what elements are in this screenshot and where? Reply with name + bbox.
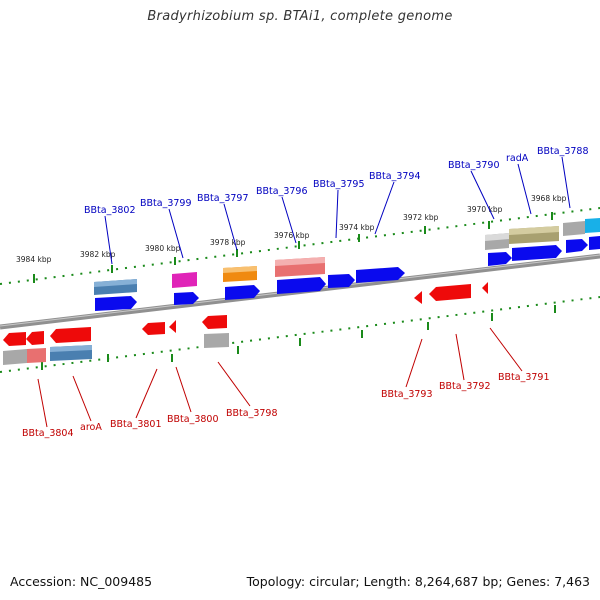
gene-label[interactable]: BBta_3801 [110, 419, 162, 430]
scale-label: 3970 kbp [467, 205, 503, 214]
gene-label[interactable]: BBta_3797 [197, 193, 249, 204]
gene-label[interactable]: BBta_3799 [140, 198, 192, 209]
gene-label[interactable]: BBta_3795 [313, 179, 365, 190]
gene-feature [142, 322, 165, 335]
top-strand-genes [94, 218, 600, 311]
gene-feature [482, 282, 488, 294]
gene-label[interactable]: BBta_3804 [22, 428, 74, 439]
top-connectors [104, 156, 571, 265]
gene-feature [585, 218, 600, 233]
gene-feature [589, 236, 600, 250]
genome-summary-text: Topology: circular; Length: 8,264,687 bp… [246, 574, 590, 589]
gene-label[interactable]: BBta_3796 [256, 186, 308, 197]
scale-label: 3980 kbp [145, 244, 181, 253]
scale-label: 3984 kbp [16, 255, 52, 264]
gene-feature [172, 272, 197, 288]
top-gene-labels: BBta_3802 BBta_3799 BBta_3797 BBta_3796 … [84, 146, 589, 216]
gene-feature [414, 291, 422, 304]
scale-label: 3968 kbp [531, 194, 567, 203]
gene-feature [50, 327, 91, 343]
scale-label: 3972 kbp [403, 213, 439, 222]
gene-feature [429, 284, 471, 301]
gene-feature [566, 239, 588, 253]
gene-feature [225, 285, 260, 300]
scale-label: 3974 kbp [339, 223, 375, 232]
gene-label[interactable]: aroA [80, 422, 102, 433]
scale-label: 3976 kbp [274, 231, 310, 240]
gene-feature [356, 267, 405, 283]
gene-feature [328, 274, 355, 288]
gene-feature [512, 245, 562, 261]
bottom-gene-labels: BBta_3804 aroA BBta_3801 BBta_3800 BBta_… [22, 372, 550, 439]
scale-labels: 3984 kbp 3982 kbp 3980 kbp 3978 kbp 3976… [16, 194, 567, 264]
gene-label[interactable]: BBta_3802 [84, 205, 136, 216]
gene-label[interactable]: BBta_3788 [537, 146, 589, 157]
gene-label[interactable]: BBta_3791 [498, 372, 550, 383]
gene-feature [95, 296, 137, 311]
gene-label[interactable]: BBta_3798 [226, 408, 278, 419]
gene-label[interactable]: BBta_3790 [448, 160, 500, 171]
gene-feature [204, 333, 229, 348]
accession-text: Accession: NC_009485 [10, 574, 153, 589]
gene-feature [563, 221, 585, 236]
bottom-connectors [37, 327, 523, 428]
bottom-track [0, 296, 600, 373]
gene-feature [174, 292, 199, 305]
gene-feature [26, 331, 44, 345]
gene-label[interactable]: BBta_3794 [369, 171, 421, 182]
gene-feature [3, 349, 27, 365]
gene-label[interactable]: BBta_3793 [381, 389, 433, 400]
gene-label[interactable]: BBta_3792 [439, 381, 491, 392]
gene-feature [488, 252, 512, 266]
gene-feature [202, 315, 227, 329]
scale-label: 3978 kbp [210, 238, 246, 247]
gene-feature [277, 277, 326, 294]
gene-label[interactable]: BBta_3800 [167, 414, 219, 425]
scale-label: 3982 kbp [80, 250, 116, 259]
top-major-ticks [33, 212, 553, 283]
top-track [0, 207, 600, 285]
gene-label[interactable]: radA [506, 153, 529, 164]
bottom-major-ticks [41, 305, 556, 370]
gene-feature [169, 320, 176, 333]
bottom-strand-genes [3, 282, 488, 365]
genome-title: Bradyrhizobium sp. BTAi1, complete genom… [147, 9, 453, 24]
gene-feature [3, 332, 26, 346]
